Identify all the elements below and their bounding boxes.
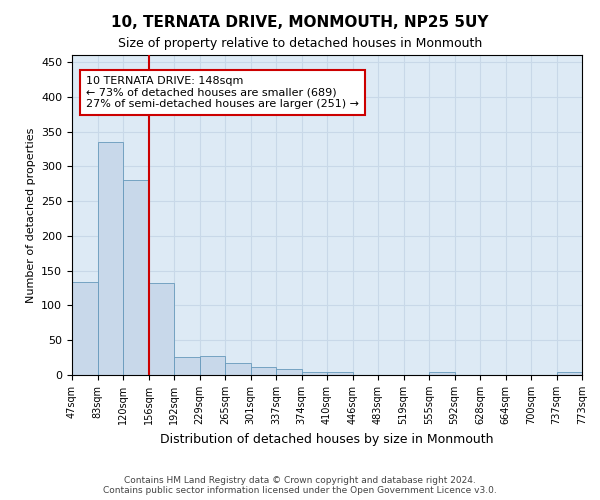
Bar [174, 357, 199, 375]
Bar [149, 283, 174, 375]
Bar [557, 372, 582, 375]
Bar [199, 356, 225, 375]
Text: Contains HM Land Registry data © Crown copyright and database right 2024.
Contai: Contains HM Land Registry data © Crown c… [103, 476, 497, 495]
Bar [251, 366, 276, 375]
Bar [276, 370, 302, 375]
X-axis label: Distribution of detached houses by size in Monmouth: Distribution of detached houses by size … [160, 432, 494, 446]
Bar [123, 180, 149, 375]
Y-axis label: Number of detached properties: Number of detached properties [26, 128, 35, 302]
Bar [72, 282, 97, 375]
Bar [429, 372, 455, 375]
Bar [327, 372, 353, 375]
Bar [225, 363, 251, 375]
Text: 10 TERNATA DRIVE: 148sqm
← 73% of detached houses are smaller (689)
27% of semi-: 10 TERNATA DRIVE: 148sqm ← 73% of detach… [86, 76, 359, 109]
Text: Size of property relative to detached houses in Monmouth: Size of property relative to detached ho… [118, 38, 482, 51]
Text: 10, TERNATA DRIVE, MONMOUTH, NP25 5UY: 10, TERNATA DRIVE, MONMOUTH, NP25 5UY [111, 15, 489, 30]
Bar [97, 142, 123, 375]
Bar [302, 372, 327, 375]
